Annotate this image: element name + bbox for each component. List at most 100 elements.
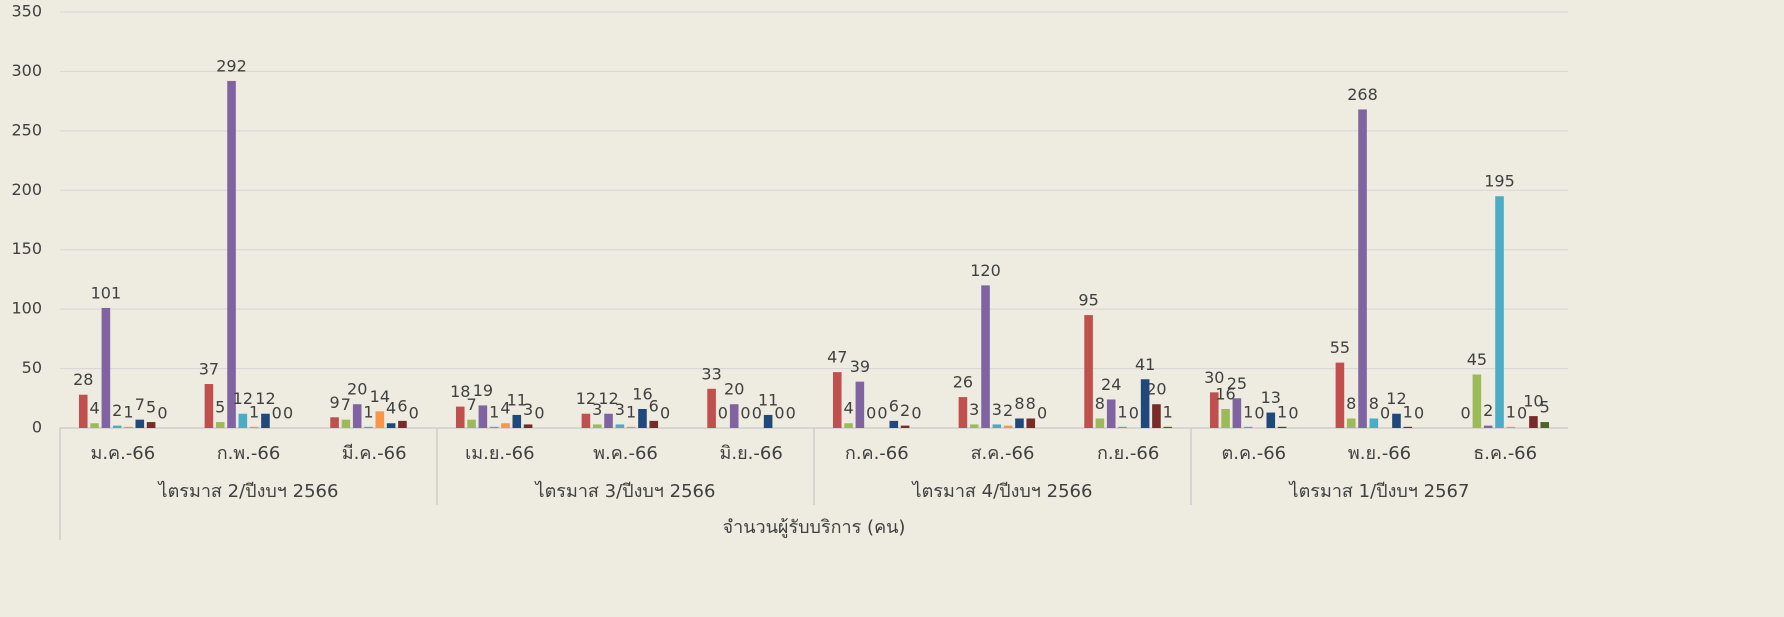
value-label: 1 [489,402,499,421]
value-label: 9 [329,393,339,412]
y-tick-label: 50 [22,358,42,377]
value-label: 28 [73,370,93,389]
bar [523,424,533,428]
value-label: 20 [347,380,367,399]
value-label: 0 [1288,404,1298,423]
value-label: 0 [740,404,750,423]
value-label: 1 [1506,402,1516,421]
value-label: 25 [1227,374,1247,393]
value-label: 0 [1380,404,1390,423]
value-label: 5 [1540,398,1550,417]
bar [1358,109,1367,428]
bar [900,425,910,428]
value-label: 8 [1026,394,1036,413]
bar [1266,412,1276,428]
value-label: 0 [752,404,762,423]
bar [238,413,248,428]
bar [1221,408,1230,428]
bar [90,423,99,428]
bar [1243,426,1253,428]
bar [1015,418,1024,428]
bar [249,426,259,428]
value-label: 0 [718,404,728,423]
bar [763,414,773,428]
value-label: 195 [1484,172,1515,191]
x-tick-label: เม.ย.-66 [465,443,534,464]
bar [604,413,613,428]
x-tick-label: มี.ค.-66 [342,443,407,464]
value-label: 0 [283,404,293,423]
value-label: 13 [1261,388,1281,407]
value-label: 7 [341,395,351,414]
bar [1026,418,1036,428]
group-label: ไตรมาส 2/ปีงบฯ 2566 [157,480,339,502]
value-label: 3 [592,400,602,419]
bar [969,424,979,428]
value-label: 292 [216,56,247,75]
value-label: 5 [215,398,225,417]
value-label: 2 [1483,401,1493,420]
value-label: 24 [1101,375,1121,394]
axis-title: จำนวนผู้รับบริการ (คน) [723,517,906,538]
value-label: 20 [1146,380,1166,399]
group-label: ไตรมาส 4/ปีงบฯ 2566 [911,480,1093,502]
bar [1506,426,1516,428]
value-label: 1 [1403,402,1413,421]
bar [649,420,659,428]
y-tick-label: 200 [11,180,42,199]
y-tick-label: 100 [11,299,42,318]
value-label: 19 [473,381,493,400]
value-label: 1 [1243,402,1253,421]
bar [1403,426,1413,428]
value-label: 47 [827,348,847,367]
bar [1232,398,1242,428]
bar [124,426,133,428]
bar [1483,425,1493,428]
bar [1495,196,1504,428]
bar [78,394,88,428]
value-label: 0 [409,404,419,423]
bar [855,381,865,428]
value-label: 8 [1346,394,1356,413]
value-label: 0 [1414,404,1424,423]
value-label: 12 [233,389,253,408]
bar [398,420,407,428]
bar [135,419,145,428]
x-tick-label: ก.ค.-66 [845,443,909,464]
bar [215,422,225,428]
value-label: 11 [758,390,778,409]
y-tick-label: 250 [11,120,42,139]
x-tick-label: พ.ย.-66 [1348,443,1411,464]
value-label: 14 [370,387,390,406]
bar [204,384,214,428]
value-label: 7 [135,395,145,414]
bar [352,404,362,428]
bar [227,80,236,429]
bar [958,397,968,428]
value-label: 39 [850,357,870,376]
bar [1118,426,1127,428]
value-label: 30 [1204,368,1224,387]
value-label: 0 [1037,404,1047,423]
x-tick-label: ส.ค.-66 [971,443,1035,464]
bar [1540,422,1550,428]
bar [455,406,465,428]
value-label: 268 [1347,85,1378,104]
x-tick-label: ม.ค.-66 [90,443,155,464]
value-label: 0 [786,404,796,423]
value-label: 10 [1523,392,1543,411]
value-label: 2 [112,401,122,420]
value-label: 3 [969,400,979,419]
value-label: 0 [272,404,282,423]
value-label: 3 [615,400,625,419]
value-label: 0 [774,404,784,423]
bar [146,422,156,428]
value-label: 6 [889,396,899,415]
value-label: 12 [1386,389,1406,408]
value-label: 0 [877,404,887,423]
bar [1209,392,1219,428]
value-label: 0 [1254,404,1264,423]
bar [386,423,396,428]
bar [1003,425,1013,428]
